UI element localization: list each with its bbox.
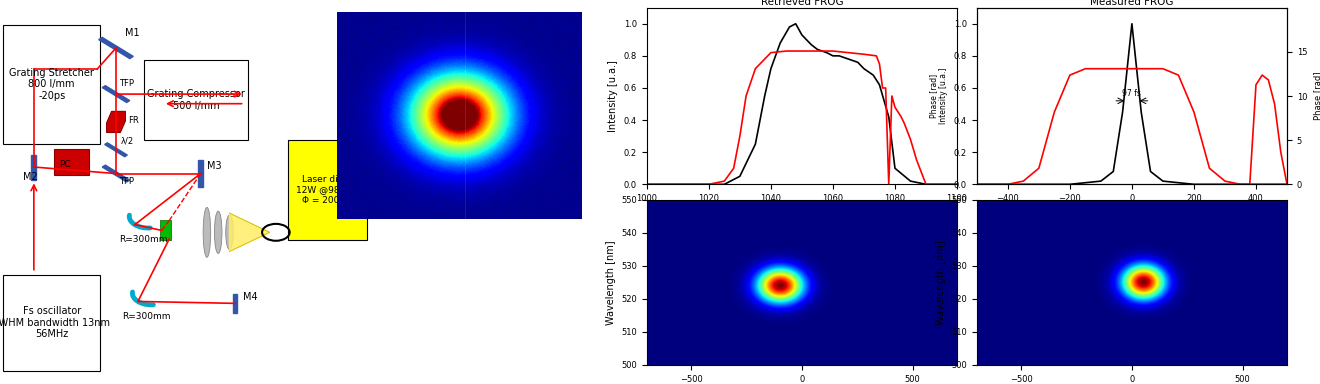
FancyBboxPatch shape <box>160 220 170 240</box>
Text: M2: M2 <box>22 172 37 182</box>
Text: TFP: TFP <box>119 79 135 88</box>
Text: FR: FR <box>128 116 139 125</box>
Text: R=300mm: R=300mm <box>119 235 168 244</box>
Y-axis label: Intensity [u.a.]: Intensity [u.a.] <box>609 60 618 132</box>
Text: TFP: TFP <box>119 177 135 185</box>
Text: Laser dioce
12W @980nm
Φ = 200μm: Laser dioce 12W @980nm Φ = 200μm <box>296 175 359 205</box>
Polygon shape <box>230 213 269 252</box>
Y-axis label: Phase [rad]: Phase [rad] <box>1313 72 1320 120</box>
Polygon shape <box>102 165 129 182</box>
Y-axis label: Wavelength [nm]: Wavelength [nm] <box>936 240 945 324</box>
FancyBboxPatch shape <box>288 140 367 240</box>
Y-axis label: Wavelength [nm]: Wavelength [nm] <box>606 240 615 324</box>
Ellipse shape <box>203 207 211 257</box>
Text: 97 fs: 97 fs <box>1122 89 1142 98</box>
Text: M4: M4 <box>243 291 257 301</box>
FancyBboxPatch shape <box>54 149 88 175</box>
Title: Measured FROG: Measured FROG <box>1090 0 1173 7</box>
Text: Grating Stretcher
800 l/mm
-20ps: Grating Stretcher 800 l/mm -20ps <box>9 68 94 101</box>
Polygon shape <box>107 111 125 132</box>
Text: M3: M3 <box>207 161 222 171</box>
Text: PC: PC <box>59 160 71 169</box>
Text: M1: M1 <box>125 28 140 38</box>
Polygon shape <box>32 155 37 180</box>
Title: Retrieved FROG: Retrieved FROG <box>760 0 843 7</box>
FancyBboxPatch shape <box>144 60 248 140</box>
Ellipse shape <box>226 215 234 250</box>
X-axis label: Delay [fs]: Delay [fs] <box>1109 209 1155 218</box>
Text: Fs oscillator
FWHM bandwidth 13nm
56MHz: Fs oscillator FWHM bandwidth 13nm 56MHz <box>0 306 111 339</box>
Ellipse shape <box>214 211 222 253</box>
Text: R=300mm: R=300mm <box>123 312 170 321</box>
Polygon shape <box>99 37 133 59</box>
FancyBboxPatch shape <box>3 25 100 144</box>
Polygon shape <box>232 294 238 313</box>
Polygon shape <box>198 160 203 187</box>
FancyBboxPatch shape <box>3 275 100 371</box>
X-axis label: Wavelength [nm]: Wavelength [nm] <box>759 209 845 218</box>
Text: Grating Compressor
500 l/mm: Grating Compressor 500 l/mm <box>147 89 246 111</box>
Text: λ/2: λ/2 <box>120 137 133 146</box>
Polygon shape <box>104 143 127 157</box>
Y-axis label: Phase [rad]
Intensity [u.a.]: Phase [rad] Intensity [u.a.] <box>929 68 948 124</box>
Polygon shape <box>102 86 129 103</box>
